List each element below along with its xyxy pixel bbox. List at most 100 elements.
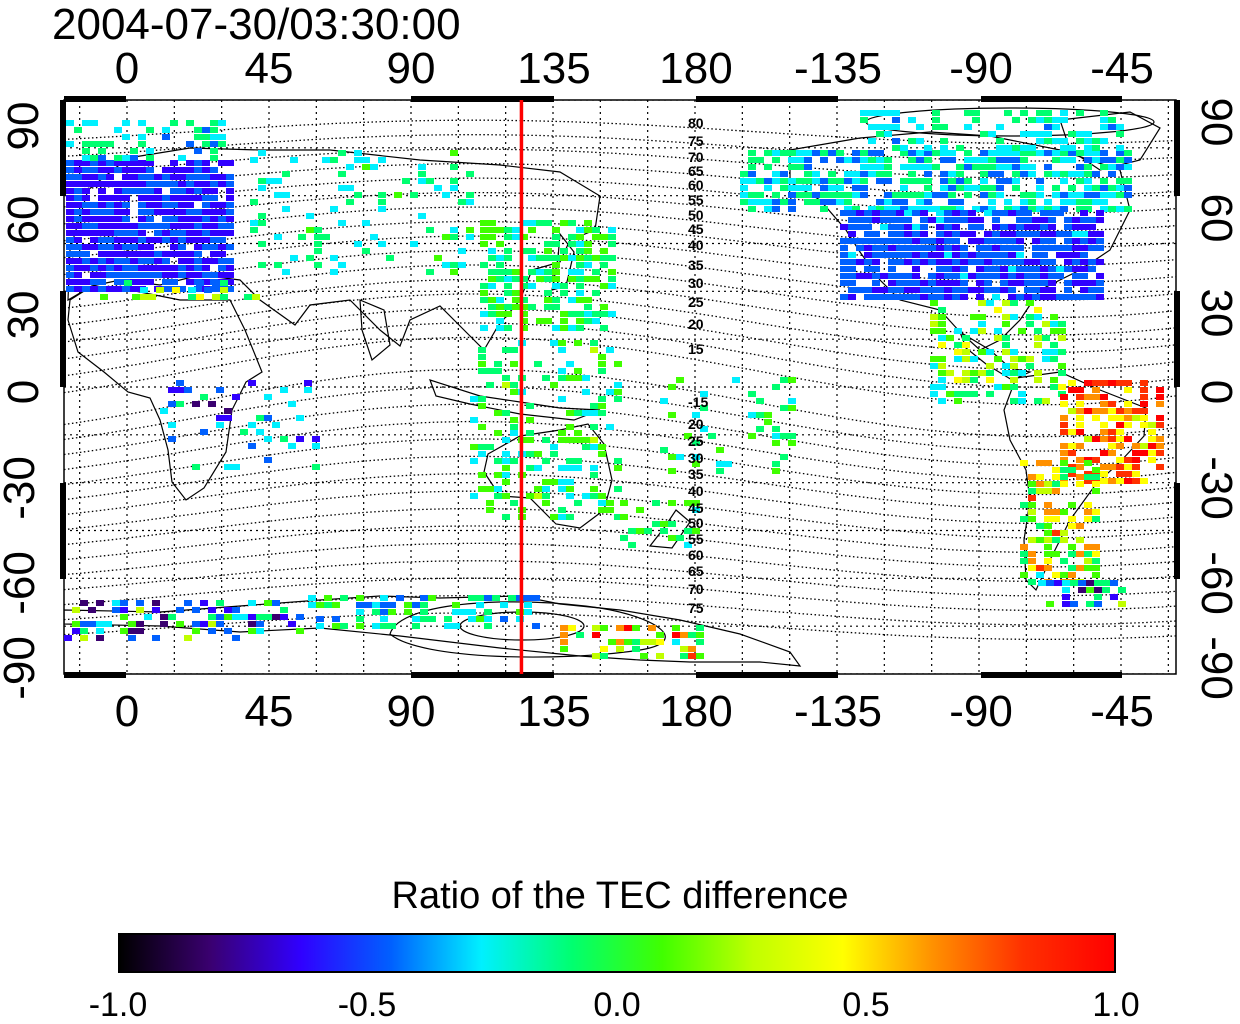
tec-cell xyxy=(162,223,170,229)
tec-cell xyxy=(836,192,844,198)
tec-cell xyxy=(98,202,106,208)
tec-cell xyxy=(114,272,122,278)
tec-cell xyxy=(248,628,256,634)
tec-cell xyxy=(470,396,478,402)
tec-cell xyxy=(512,276,520,282)
tec-cell xyxy=(1100,110,1108,116)
tec-cell xyxy=(788,377,796,383)
tec-cell xyxy=(896,280,904,286)
tec-cell xyxy=(154,265,162,271)
tec-cell xyxy=(536,269,544,275)
tec-cell xyxy=(946,370,954,376)
tec-cell xyxy=(1052,124,1060,130)
tec-cell xyxy=(82,216,90,222)
tec-cell xyxy=(192,607,200,613)
tec-cell xyxy=(1080,224,1088,230)
contour-label: 75 xyxy=(688,133,704,149)
tec-cell xyxy=(788,150,796,156)
tec-cell xyxy=(388,602,396,608)
tec-cell xyxy=(122,244,130,250)
tec-cell xyxy=(1084,131,1092,137)
tec-cell xyxy=(576,227,584,233)
tec-cell xyxy=(122,230,130,236)
tec-cell xyxy=(804,178,812,184)
tec-cell xyxy=(492,595,500,601)
tec-cell xyxy=(1016,231,1024,237)
tec-cell xyxy=(1116,150,1124,156)
contour-label: 25 xyxy=(688,294,704,310)
tec-cell xyxy=(274,178,282,184)
tec-cell xyxy=(146,223,154,229)
tec-cell xyxy=(1008,224,1016,230)
tec-cell xyxy=(512,304,520,310)
tec-cell xyxy=(114,209,122,215)
tec-cell xyxy=(544,241,552,247)
tec-cell xyxy=(212,294,220,300)
tec-cell xyxy=(938,328,946,334)
tec-cell xyxy=(962,377,970,383)
tec-cell xyxy=(772,178,780,184)
tec-cell xyxy=(840,280,848,286)
tec-cell xyxy=(502,493,510,499)
tec-cell xyxy=(282,171,290,177)
tec-cell xyxy=(212,280,220,286)
tec-cell xyxy=(1008,273,1016,279)
tec-cell xyxy=(1072,231,1080,237)
tec-cell xyxy=(470,458,478,464)
tec-cell xyxy=(74,181,82,187)
tec-cell xyxy=(872,217,880,223)
tec-cell xyxy=(380,623,388,629)
tec-cell xyxy=(986,370,994,376)
tec-cell xyxy=(194,244,202,250)
tec-cell xyxy=(676,535,684,541)
tec-cell xyxy=(66,188,74,194)
tec-cell xyxy=(210,155,218,161)
tec-cell xyxy=(996,157,1004,163)
colorbar-tick: -1.0 xyxy=(88,986,148,1024)
tec-cell xyxy=(1108,401,1116,407)
tec-cell xyxy=(362,164,370,170)
contour-label: 80 xyxy=(688,115,704,131)
tec-cell xyxy=(90,202,98,208)
tec-cell xyxy=(130,174,138,180)
tec-cell xyxy=(872,294,880,300)
tec-cell xyxy=(1084,157,1092,163)
tec-cell xyxy=(122,188,130,194)
tec-cell xyxy=(860,157,868,163)
contour-label: 70 xyxy=(688,581,704,597)
tec-cell xyxy=(146,174,154,180)
tec-cell xyxy=(280,387,288,393)
tec-cell xyxy=(1062,587,1070,593)
tec-cell xyxy=(836,185,844,191)
tec-cell xyxy=(1052,572,1060,578)
tec-cell xyxy=(1132,457,1140,463)
tec-cell xyxy=(250,199,258,205)
tec-cell xyxy=(450,150,458,156)
tec-cell xyxy=(954,377,962,383)
tec-cell xyxy=(404,609,412,615)
tec-cell xyxy=(66,181,74,187)
tec-cell xyxy=(692,461,700,467)
tec-cell xyxy=(296,436,304,442)
tec-cell xyxy=(980,171,988,177)
tec-cell xyxy=(788,199,796,205)
tec-cell xyxy=(312,443,320,449)
tec-cell xyxy=(466,171,474,177)
tec-cell xyxy=(560,632,568,638)
tec-cell xyxy=(884,124,892,130)
tec-cell xyxy=(748,199,756,205)
tec-cell xyxy=(1084,551,1092,557)
tec-cell xyxy=(184,635,192,641)
tec-cell xyxy=(354,241,362,247)
tec-cell xyxy=(450,227,458,233)
tec-cell xyxy=(1124,164,1132,170)
tec-cell xyxy=(316,616,324,622)
tec-cell xyxy=(812,150,820,156)
tec-cell xyxy=(478,424,486,430)
tec-cell xyxy=(98,251,106,257)
tec-cell xyxy=(944,224,952,230)
tec-cell xyxy=(968,238,976,244)
tec-cell xyxy=(756,426,764,432)
tec-cell xyxy=(502,465,510,471)
tec-cell xyxy=(888,280,896,286)
